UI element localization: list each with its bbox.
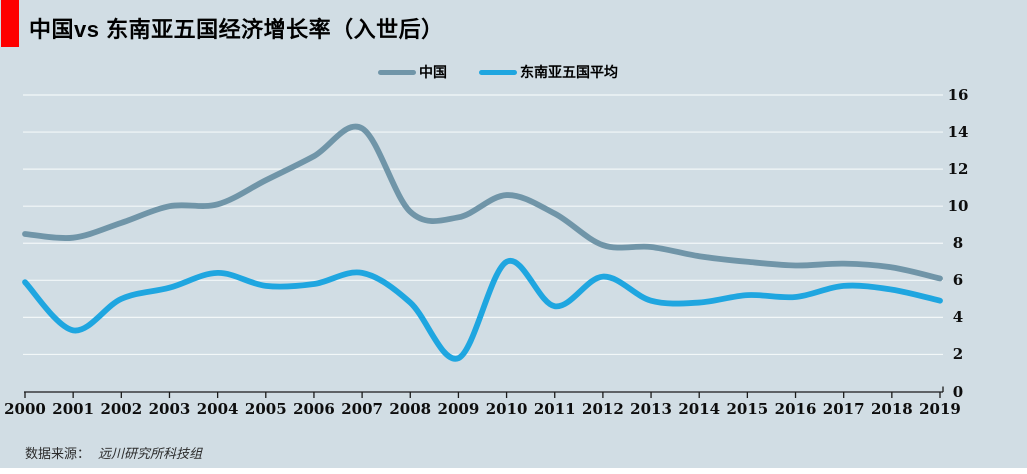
x-tick-label: 2010: [485, 400, 528, 418]
x-tick-label: 2012: [582, 400, 624, 418]
x-tick-label: 2017: [822, 400, 865, 418]
x-tick-label: 2007: [341, 400, 383, 418]
x-tick-label: 2009: [437, 400, 480, 418]
page-title: 中国vs 东南亚五国经济增长率（入世后）: [29, 17, 444, 42]
x-tick-label: 2015: [726, 400, 769, 418]
x-tick-label: 2002: [100, 400, 143, 418]
data-source: 数据来源： 远川研究所科技组: [25, 443, 202, 462]
x-tick-label: 2011: [533, 400, 576, 418]
x-tick-label: 2008: [389, 400, 432, 418]
legend-label-sea: 东南亚五国平均: [520, 64, 618, 80]
x-tick-label: 2004: [196, 400, 239, 418]
sea-line-marker-icon: [479, 69, 517, 75]
y-tick-label: 16: [947, 86, 969, 104]
x-tick-label: 2001: [52, 400, 95, 418]
x-tick-label: 2014: [678, 400, 721, 418]
source-name: 远川研究所科技组: [98, 446, 203, 461]
china-line: [22, 123, 943, 282]
x-tick-label: 2019: [919, 400, 961, 418]
y-tick-label: 6: [952, 271, 964, 290]
y-tick-label: 0: [952, 382, 964, 401]
chart-legend: 中国 东南亚五国平均: [378, 62, 618, 82]
china-line-marker-icon: [378, 69, 416, 75]
x-tick-label: 2013: [630, 400, 672, 418]
legend-item-sea: 东南亚五国平均: [479, 62, 618, 82]
title-accent-bar: [1, 0, 19, 47]
x-tick-label: 2005: [244, 400, 287, 418]
y-tick-label: 14: [947, 123, 969, 142]
y-tick-label: 12: [947, 160, 969, 179]
y-tick-label: 8: [952, 234, 964, 253]
bottom-divider: [0, 468, 1027, 474]
source-prefix: 数据来源：: [25, 446, 91, 461]
y-tick-label: 2: [952, 345, 964, 364]
legend-label-china: 中国: [419, 64, 447, 80]
x-tick-label: 2018: [870, 400, 913, 418]
y-tick-label: 10: [947, 197, 969, 216]
y-tick-label: 4: [952, 308, 964, 327]
x-tick-label: 2016: [774, 400, 817, 418]
x-tick-label: 2006: [293, 400, 335, 418]
x-tick-label: 2003: [148, 400, 191, 418]
legend-item-china: 中国: [378, 62, 447, 82]
sea-line: [22, 258, 943, 362]
x-tick-label: 2000: [4, 400, 46, 418]
